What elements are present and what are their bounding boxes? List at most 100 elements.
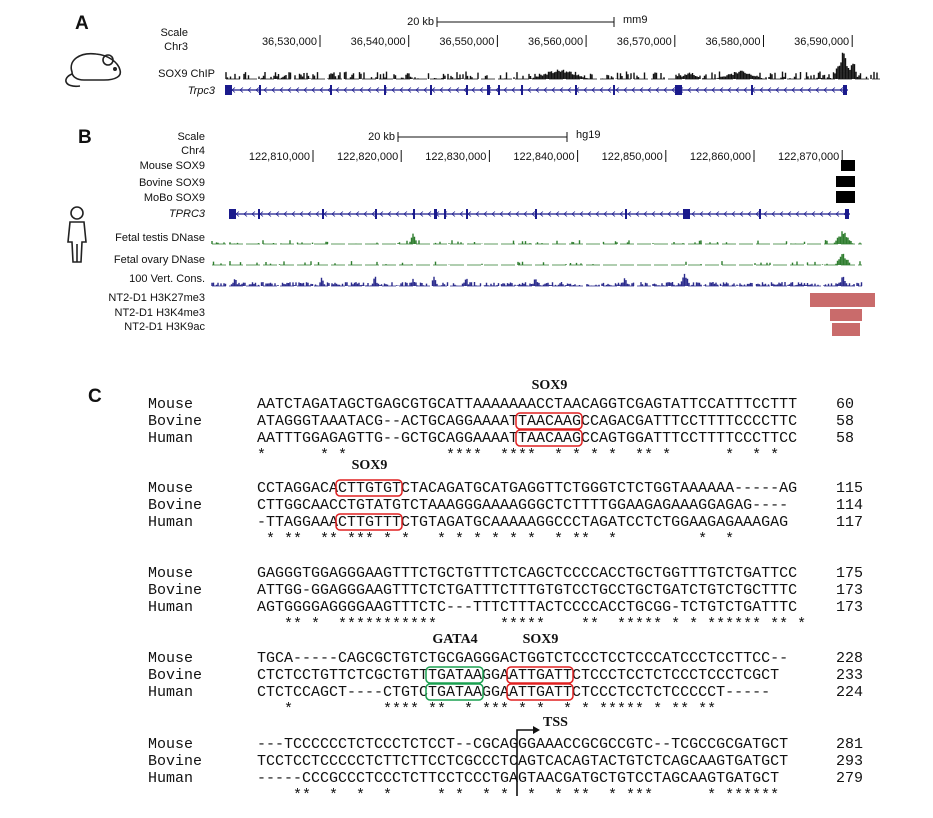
track-label: MoBo SOX9: [144, 192, 205, 204]
scale-bar-label: 20 kb: [407, 16, 434, 28]
gene-chevron: [447, 87, 452, 93]
track-label: 100 Vert. Cons.: [129, 273, 205, 285]
exon: [322, 209, 324, 219]
species-name: Mouse: [148, 480, 193, 497]
motif-box: [335, 479, 403, 497]
motif-box: [515, 412, 583, 430]
position: 293: [836, 753, 863, 770]
position: 173: [836, 599, 863, 616]
gene-chevron: [367, 87, 372, 93]
exon: [675, 85, 682, 95]
track-label: Fetal testis DNase: [115, 232, 205, 244]
gene-chevron: [283, 211, 288, 217]
gene-chevron: [599, 87, 604, 93]
sequence: AATTTGGAGAGTTG--GCTGCAGGAAAATTAACAAGCCAG…: [257, 430, 797, 447]
gene-chevron: [779, 211, 784, 217]
motif-label: SOX9: [523, 632, 559, 647]
position: 228: [836, 650, 863, 667]
gene-chevron: [243, 211, 248, 217]
gene-chevron: [527, 87, 532, 93]
position: 224: [836, 684, 863, 701]
gene-chevron: [623, 87, 628, 93]
gene-chevron: [627, 211, 632, 217]
sequence: ATTGG-GGAGGGAAGTTTCTCTGATTTCTTTGTGTCCTGC…: [257, 582, 797, 599]
exon: [466, 209, 468, 219]
gene-chevron: [423, 87, 428, 93]
exon: [258, 209, 260, 219]
gene-chevron: [475, 211, 480, 217]
scale-label: Scale: [160, 27, 188, 39]
gene-chevron: [823, 87, 828, 93]
species-name: Human: [148, 430, 193, 447]
gene-chevron: [263, 87, 268, 93]
gene-chevron: [691, 211, 696, 217]
gene-chevron: [703, 87, 708, 93]
gene-chevron: [643, 211, 648, 217]
track-label: NT2-D1 H3K4me3: [115, 307, 205, 319]
gene-chevron: [255, 87, 260, 93]
gene-chevron: [835, 211, 840, 217]
gene-chevron: [339, 211, 344, 217]
gene-chevron: [563, 211, 568, 217]
species-name: Bovine: [148, 582, 202, 599]
gene-chevron: [491, 211, 496, 217]
motif-box: [506, 666, 574, 684]
exon: [466, 85, 468, 95]
signal-track: [212, 253, 861, 265]
species-name: Mouse: [148, 565, 193, 582]
coordinate-label: 36,540,000: [351, 36, 406, 48]
gene-chevron: [771, 211, 776, 217]
sequence: AGTGGGGAGGGGAAGTTTCTC---TTTCTTTACTCCCCAC…: [257, 599, 797, 616]
track-label: Fetal ovary DNase: [114, 254, 205, 266]
gene-chevron: [355, 211, 360, 217]
exon: [535, 209, 537, 219]
sequence: ---TCCCCCCTCTCCCTCTCCT--CGCAGGGAAACCGCGC…: [257, 736, 788, 753]
exon: [229, 209, 236, 219]
gene-chevron: [291, 211, 296, 217]
exon: [498, 85, 500, 95]
species-name: Bovine: [148, 667, 202, 684]
gene-chevron: [455, 87, 460, 93]
exon: [259, 85, 261, 95]
exon: [384, 85, 386, 95]
gene-chevron: [803, 211, 808, 217]
coordinate-label: 122,810,000: [249, 151, 310, 163]
species-name: Mouse: [148, 650, 193, 667]
gene-chevron: [451, 211, 456, 217]
histone-mark: [832, 323, 860, 336]
gene-chevron: [739, 211, 744, 217]
exon: [413, 209, 415, 219]
position: 233: [836, 667, 863, 684]
gene-chevron: [403, 211, 408, 217]
gene-chevron: [711, 87, 716, 93]
gene-chevron: [639, 87, 644, 93]
coordinate-label: 122,850,000: [602, 151, 663, 163]
position: 114: [836, 497, 863, 514]
gene-chevron: [675, 211, 680, 217]
gene-chevron: [247, 87, 252, 93]
signal-track: [211, 231, 861, 244]
sequence: GAGGGTGGAGGGAAGTTTCTGCTGTTTCTCAGCTCCCCAC…: [257, 565, 797, 582]
gene-chevron: [567, 87, 572, 93]
exon: [444, 209, 446, 219]
gene-chevron: [719, 87, 724, 93]
gene-chevron: [407, 87, 412, 93]
gene-chevron: [275, 211, 280, 217]
gene-chevron: [699, 211, 704, 217]
gene-chevron: [531, 211, 536, 217]
gene-chevron: [631, 87, 636, 93]
gene-chevron: [371, 211, 376, 217]
gene-chevron: [379, 211, 384, 217]
gene-chevron: [747, 211, 752, 217]
assembly-label: mm9: [623, 14, 647, 26]
species-name: Bovine: [148, 497, 202, 514]
position: 117: [836, 514, 863, 531]
coordinate-label: 122,820,000: [337, 151, 398, 163]
scale-bar: [436, 17, 615, 27]
gene-chevron: [571, 211, 576, 217]
sequence: CTCTCCAGCT----CTGTCTGATAAGGAATTGATTCTCCC…: [257, 684, 770, 701]
sequence: TGCA-----CAGCGCTGTCTGCGAGGGACTGGTCTCCCTC…: [257, 650, 788, 667]
exon: [613, 85, 615, 95]
gene-chevron: [319, 87, 324, 93]
gene-chevron: [723, 211, 728, 217]
